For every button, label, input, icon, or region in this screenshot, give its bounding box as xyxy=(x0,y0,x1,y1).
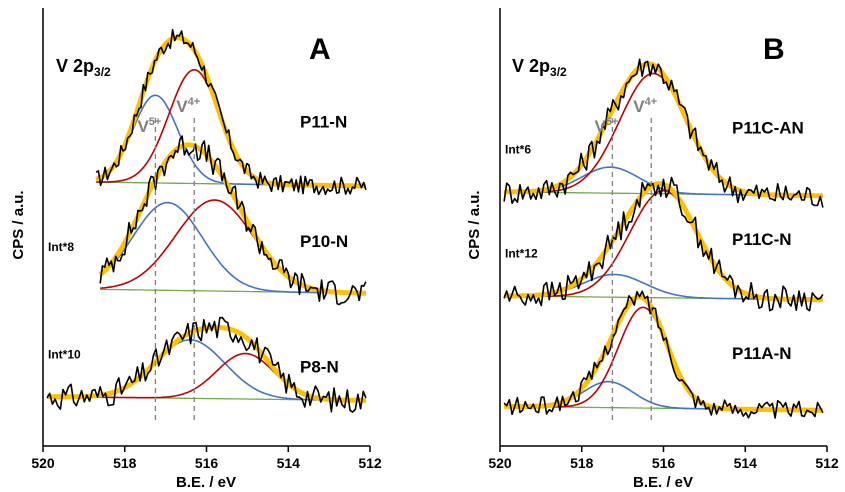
reference-lines: V5+ V4+ xyxy=(137,96,200,420)
raw-data-line xyxy=(503,290,824,419)
spectrum-p11-n xyxy=(95,28,367,196)
panel-letter: A xyxy=(309,33,331,66)
x-tick-label: 512 xyxy=(358,455,382,471)
oxidation-state-label: V4+ xyxy=(633,96,657,116)
y-axis-title: CPS / a.u. xyxy=(10,190,27,259)
sample-label: P11-N xyxy=(300,112,347,131)
x-axis-title: B.E. / eV xyxy=(176,474,236,491)
envelope-line xyxy=(504,61,823,199)
oxidation-state-label: V4+ xyxy=(176,96,200,116)
plot-area: V5+ V4+ P11-N P10-N Int*8 P8-N Int*10 xyxy=(46,28,367,420)
intensity-factor-label: Int*6 xyxy=(505,143,531,157)
sample-label: P8-N xyxy=(300,357,339,376)
spectrum-p11c-n xyxy=(503,176,824,312)
spectra-layer xyxy=(503,58,824,419)
reference-lines: V5+ V4+ xyxy=(594,96,657,420)
x-axis-title: B.E. / eV xyxy=(633,474,693,491)
spectrum-p10-n xyxy=(98,135,367,306)
raw-data-line xyxy=(503,58,824,208)
plot-area: V5+ V4+ P11C-AN Int*6 P11C-N Int*12 P11A-N xyxy=(503,58,824,420)
x-tick-label: 520 xyxy=(488,455,512,471)
raw-data-line xyxy=(95,28,367,196)
panel-b: V5+ V4+ P11C-AN Int*6 P11C-N Int*12 P11A-N 52… xyxy=(466,8,839,491)
panel-title-main: V 2p xyxy=(56,56,94,76)
panel-title: V 2p3/2 xyxy=(56,56,111,79)
spectra-layer xyxy=(46,28,367,413)
raw-data-line xyxy=(99,135,367,306)
panel-title-main: V 2p xyxy=(512,56,550,76)
intensity-factor-label: Int*8 xyxy=(48,240,74,254)
panel-title-sub: 3/2 xyxy=(550,65,567,79)
oxidation-state-label: V5+ xyxy=(594,116,618,136)
panel-title-sub: 3/2 xyxy=(94,65,111,79)
sample-label: P11C-N xyxy=(732,230,792,249)
raw-data-line xyxy=(46,316,367,413)
spectrum-p11a-n xyxy=(503,290,824,419)
x-tick-label: 516 xyxy=(652,455,676,471)
intensity-factor-label: Int*10 xyxy=(48,347,81,361)
sample-label: P11C-AN xyxy=(732,119,804,138)
sample-label: P10-N xyxy=(300,232,348,251)
spectrum-labels: P11-N P10-N Int*8 P8-N Int*10 xyxy=(48,112,348,376)
panel-letter: B xyxy=(763,33,785,66)
x-tick-label: 514 xyxy=(277,455,301,471)
oxidation-state-label: V5+ xyxy=(137,116,161,136)
spectrum-p8-n xyxy=(46,316,367,413)
raw-data-line xyxy=(503,176,824,312)
spectrum-labels: P11C-AN Int*6 P11C-N Int*12 P11A-N xyxy=(505,119,804,363)
spectrum-p11c-an xyxy=(503,58,824,208)
panel-title: V 2p3/2 xyxy=(512,56,567,79)
sample-label: P11A-N xyxy=(732,344,792,363)
envelope-line xyxy=(504,294,823,413)
x-ticks: 520 518 516 514 512 xyxy=(488,446,839,471)
x-tick-label: 520 xyxy=(31,455,55,471)
y-axis-title: CPS / a.u. xyxy=(466,190,483,259)
x-tick-label: 518 xyxy=(570,455,594,471)
x-ticks: 520 518 516 514 512 xyxy=(31,446,382,471)
x-tick-label: 516 xyxy=(195,455,219,471)
x-tick-label: 518 xyxy=(113,455,137,471)
x-tick-label: 514 xyxy=(734,455,758,471)
envelope-line xyxy=(98,142,367,296)
intensity-factor-label: Int*12 xyxy=(505,247,538,261)
x-tick-label: 512 xyxy=(815,455,839,471)
